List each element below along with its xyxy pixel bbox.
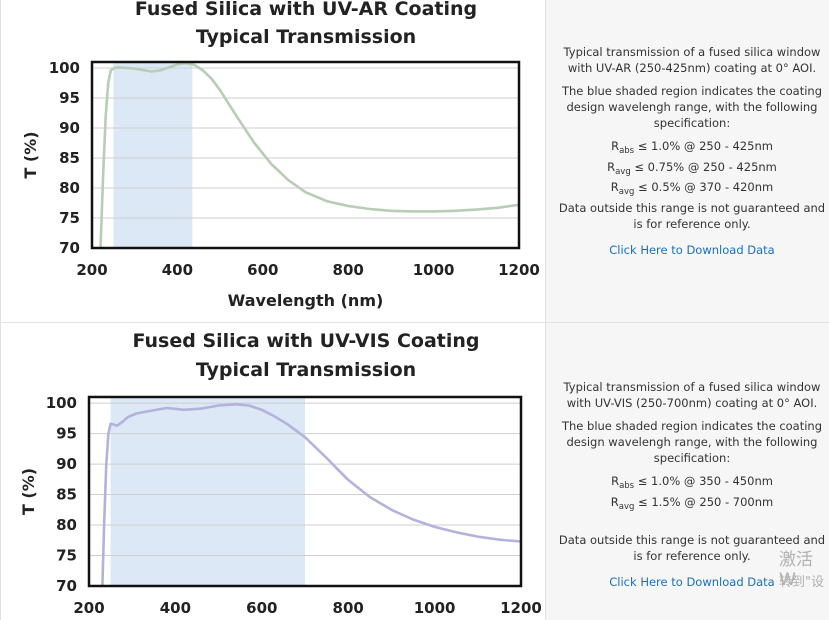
uv-ar-intro-text: Typical transmission of a fused silica w… — [563, 45, 821, 75]
y-tick-label: 80 — [56, 516, 77, 534]
x-axis-label: Wavelength (nm) — [228, 291, 384, 310]
uv-vis-description: Typical transmission of a fused silica w… — [554, 379, 829, 590]
product-row-uv-ar: Fused Silica with UV-AR Coating Typical T… — [0, 0, 829, 322]
uv-vis-download-data-link[interactable]: Click Here to Download Data — [609, 575, 775, 589]
x-tick-label: 1000 — [414, 599, 456, 617]
plot-frame — [90, 60, 521, 250]
y-axis-label: T (%) — [19, 468, 38, 515]
uv-vis-disclaimer: Data outside this range is not guarantee… — [558, 533, 826, 563]
y-tick-label: 75 — [56, 547, 77, 565]
spec-line: Ravg ≤ 0.75% @ 250 - 425nm — [607, 159, 777, 177]
activation-watermark-line2: 转到"设 — [779, 575, 824, 590]
x-tick-label: 800 — [333, 599, 364, 617]
chart-subtitle: Typical Transmission — [196, 359, 416, 381]
spec-line: Ravg ≤ 0.5% @ 370 - 420nm — [610, 180, 774, 197]
chart-title: Fused Silica with UV-VIS Coating — [132, 330, 479, 352]
chart-title: Fused Silica with UV-AR Coating — [135, 0, 477, 20]
description-cell-uv-vis: Typical transmission of a fused silica w… — [545, 323, 829, 620]
y-tick-label: 70 — [56, 577, 77, 595]
transmission-series-line — [101, 403, 521, 586]
coating-design-range-shade — [113, 62, 193, 248]
spec-line: Rabs ≤ 1.0% @ 250 - 425nm — [611, 139, 773, 156]
y-tick-label: 90 — [59, 119, 80, 137]
x-tick-label: 1200 — [498, 261, 540, 279]
activation-watermark-line1: 激活 W — [779, 550, 813, 590]
coating-design-range-shade — [110, 397, 305, 586]
spec-line: Ravg ≤ 1.5% @ 250 - 700nm — [610, 494, 774, 512]
y-tick-label: 100 — [46, 394, 77, 412]
uv-vis-transmission-chart: Fused Silica with UV-VIS Coating Typical … — [19, 330, 542, 617]
y-tick-label: 95 — [59, 89, 80, 107]
uv-ar-spec-list: Rabs ≤ 1.0% @ 250 - 425nm Ravg ≤ 0.75% @ … — [554, 138, 829, 196]
product-row-uv-vis: Fused Silica with UV-VIS Coating Typical … — [0, 322, 829, 620]
y-tick-label: 90 — [56, 455, 77, 473]
uv-vis-shade-note: The blue shaded region indicates the coa… — [561, 419, 823, 465]
y-tick-label: 70 — [59, 239, 80, 257]
uv-vis-intro-text: Typical transmission of a fused silica w… — [563, 380, 821, 410]
y-tick-label: 85 — [59, 149, 80, 167]
y-tick-label: 75 — [59, 209, 80, 227]
uv-ar-shade-note: The blue shaded region indicates the coa… — [561, 84, 823, 130]
x-tick-label: 200 — [76, 261, 107, 279]
chart-cell-uv-ar: Fused Silica with UV-AR Coating Typical T… — [0, 0, 545, 322]
y-tick-label: 80 — [59, 179, 80, 197]
uv-ar-transmission-chart: Fused Silica with UV-AR Coating Typical T… — [21, 0, 540, 310]
transmission-series-line — [99, 62, 519, 248]
x-tick-label: 400 — [160, 599, 191, 617]
description-cell-uv-ar: Typical transmission of a fused silica w… — [545, 0, 829, 322]
x-tick-label: 600 — [246, 599, 277, 617]
x-tick-label: 1200 — [500, 599, 542, 617]
x-tick-label: 1000 — [413, 261, 455, 279]
y-tick-label: 95 — [56, 425, 77, 443]
uv-vis-spec-list: Rabs ≤ 1.0% @ 350 - 450nm Ravg ≤ 1.5% @ 2… — [554, 473, 829, 512]
uv-ar-description: Typical transmission of a fused silica w… — [554, 44, 829, 258]
x-tick-label: 800 — [333, 261, 364, 279]
x-tick-label: 400 — [162, 261, 193, 279]
x-tick-label: 600 — [247, 261, 278, 279]
chart-cell-uv-vis: Fused Silica with UV-VIS Coating Typical … — [0, 323, 545, 620]
y-tick-label: 85 — [56, 486, 77, 504]
plot-frame — [87, 395, 523, 588]
uv-ar-disclaimer: Data outside this range is not guarantee… — [558, 200, 826, 231]
y-axis-label: T (%) — [21, 131, 40, 178]
x-tick-label: 200 — [73, 599, 104, 617]
spec-line: Rabs ≤ 1.0% @ 350 - 450nm — [611, 474, 773, 491]
uv-ar-download-data-link[interactable]: Click Here to Download Data — [609, 242, 775, 257]
y-tick-label: 100 — [49, 59, 80, 77]
chart-subtitle: Typical Transmission — [196, 26, 416, 48]
